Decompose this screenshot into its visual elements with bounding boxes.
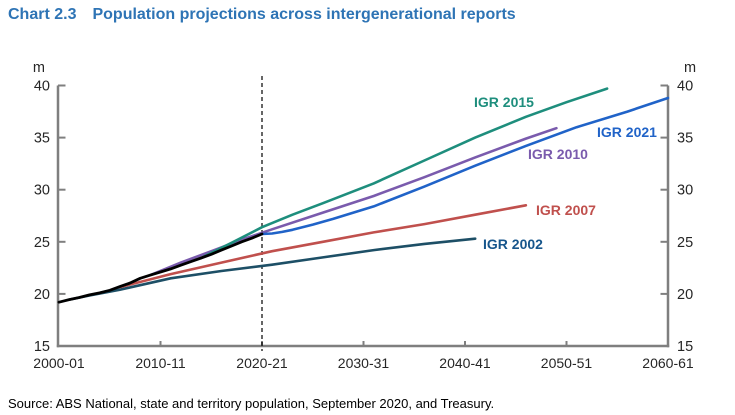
x-tick-label-2050: 2050-51 <box>541 355 593 371</box>
y-tick-label-right-35: 35 <box>677 131 693 147</box>
series-line-igr-2015 <box>199 87 609 260</box>
y-tick-label-left-15: 15 <box>34 339 50 355</box>
chart-title: Chart 2.3 Population projections across … <box>8 6 516 24</box>
y-tick-label-left-35: 35 <box>34 131 50 147</box>
chart-canvas: 15 15 20 20 25 25 30 30 35 35 40 40 m m 2000-01 2010-11… <box>33 60 696 371</box>
series-label-igr-2007: IGR 2007 <box>536 202 596 218</box>
series-line-igr-2007 <box>118 204 528 289</box>
series-label-igr-2002: IGR 2002 <box>483 236 543 252</box>
x-tick-label-2010: 2010-11 <box>135 355 186 371</box>
y-tick-label-right-40: 40 <box>677 79 693 95</box>
y-tick-label-left-20: 20 <box>34 287 50 303</box>
x-tick-label-2020: 2020-21 <box>236 355 288 371</box>
y-tick-label-right-25: 25 <box>677 235 693 251</box>
y-unit-label-left: m <box>33 60 45 76</box>
y-tick-label-right-20: 20 <box>677 287 693 303</box>
y-tick-label-right-15: 15 <box>677 339 693 355</box>
series-label-igr-2015: IGR 2015 <box>474 94 534 110</box>
x-tick-label-2060: 2060-61 <box>642 355 694 371</box>
x-tick-label-2030: 2030-31 <box>338 355 390 371</box>
y-tick-label-left-30: 30 <box>34 183 50 199</box>
chart-title-text: Population projections across intergener… <box>92 6 516 23</box>
series-line-historical <box>57 232 264 304</box>
series-line-igr-2021 <box>260 96 670 236</box>
y-unit-label-right: m <box>684 60 696 76</box>
x-tick-label-2000: 2000-01 <box>33 355 85 371</box>
series-line-igr-2002 <box>67 237 477 301</box>
chart-number: Chart 2.3 <box>8 6 77 23</box>
y-tick-label-left-25: 25 <box>34 235 50 251</box>
y-tick-label-right-30: 30 <box>677 183 693 199</box>
series-label-igr-2010: IGR 2010 <box>528 146 588 162</box>
source-note: Source: ABS National, state and territor… <box>8 396 495 411</box>
y-tick-label-left-40: 40 <box>34 79 50 95</box>
series-line-igr-2010 <box>149 126 558 277</box>
series-label-igr-2021: IGR 2021 <box>597 124 657 140</box>
x-tick-label-2040: 2040-41 <box>439 355 491 371</box>
